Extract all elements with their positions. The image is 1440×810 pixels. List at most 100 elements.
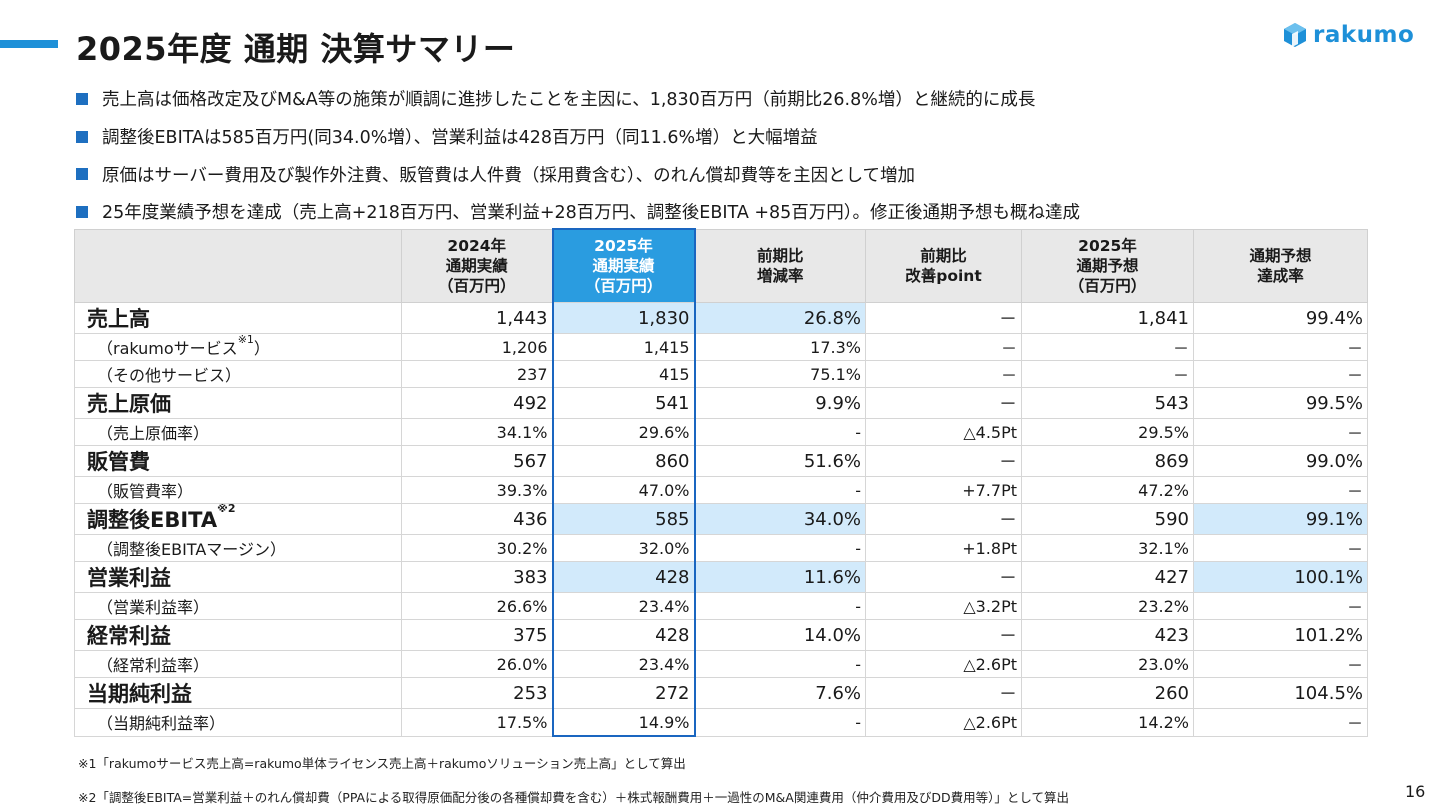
table-row: 調整後EBITA※2 436 585 34.0% － 590 99.1%: [74, 503, 1368, 535]
footnote-marker: ※2: [217, 503, 236, 516]
cell-2024-actual: 492: [401, 387, 553, 419]
cell-yoy-improvement-point: －: [865, 302, 1022, 334]
row-label-text: 当期純利益: [87, 682, 192, 706]
header-forecast-achievement: 通期予想 達成率: [1193, 228, 1368, 303]
header-yoy-improvement-point: 前期比 改善point: [865, 228, 1022, 303]
cell-yoy-change-rate: 11.6%: [694, 561, 866, 593]
footnote-marker: ※1: [237, 333, 254, 347]
cell-yoy-improvement-point: △3.2Pt: [865, 592, 1022, 620]
header-2025-actual: 2025年 通期実績 （百万円）: [551, 228, 696, 303]
table-header-row: 2024年 通期実績 （百万円） 2025年 通期実績 （百万円） 前期比 増減…: [74, 228, 1368, 303]
row-label-text: 販管費: [87, 450, 150, 474]
row-label: 販管費: [74, 445, 402, 477]
cell-forecast-achievement: －: [1193, 534, 1368, 562]
row-label-text: （営業利益率）: [97, 598, 210, 617]
cell-forecast-achievement: －: [1193, 418, 1368, 446]
header-2025-forecast: 2025年 通期予想 （百万円）: [1021, 228, 1194, 303]
bullet-square-icon: [76, 92, 88, 105]
cell-forecast-achievement: 99.5%: [1193, 387, 1368, 419]
cell-2024-actual: 30.2%: [401, 534, 553, 562]
cell-2024-actual: 34.1%: [401, 418, 553, 446]
cell-2025-actual: 1,830: [551, 302, 696, 334]
cell-yoy-change-rate: -: [694, 476, 866, 504]
table-row: （販管費率） 39.3% 47.0% - +7.7Pt 47.2% －: [74, 476, 1368, 504]
cell-2025-forecast: 32.1%: [1021, 534, 1194, 562]
cell-forecast-achievement: －: [1193, 708, 1368, 737]
cell-yoy-change-rate: 14.0%: [694, 619, 866, 651]
cell-2025-forecast: 23.0%: [1021, 650, 1194, 678]
cell-yoy-change-rate: -: [694, 534, 866, 562]
cell-yoy-improvement-point: △2.6Pt: [865, 650, 1022, 678]
cell-2025-forecast: 47.2%: [1021, 476, 1194, 504]
row-label: （調整後EBITAマージン）: [74, 534, 402, 562]
cell-2025-actual: 32.0%: [551, 534, 696, 562]
bullet-item: 原価はサーバー費用及び製作外注費、販管費は人件費（採用費含む）、のれん償却費等を…: [76, 155, 1080, 193]
rakumo-logo: rakumo: [1283, 22, 1414, 48]
cell-2025-actual: 541: [551, 387, 696, 419]
cell-yoy-change-rate: -: [694, 650, 866, 678]
cell-yoy-change-rate: -: [694, 708, 866, 737]
cell-yoy-change-rate: 7.6%: [694, 677, 866, 709]
table-row: （売上原価率） 34.1% 29.6% - △4.5Pt 29.5% －: [74, 418, 1368, 446]
cell-yoy-improvement-point: △4.5Pt: [865, 418, 1022, 446]
cell-2024-actual: 253: [401, 677, 553, 709]
cell-2025-forecast: －: [1021, 360, 1194, 388]
table-row: （調整後EBITAマージン） 30.2% 32.0% - +1.8Pt 32.1% －: [74, 534, 1368, 562]
cell-yoy-improvement-point: －: [865, 503, 1022, 535]
cell-2025-actual: 860: [551, 445, 696, 477]
bullet-text: 売上高は価格改定及びM&A等の施策が順調に進捗したことを主因に、1,830百万円…: [102, 90, 1036, 111]
table-row: 売上原価 492 541 9.9% － 543 99.5%: [74, 387, 1368, 419]
row-label: 調整後EBITA※2: [74, 503, 402, 535]
cell-forecast-achievement: 99.4%: [1193, 302, 1368, 334]
row-label-text: 経常利益: [87, 624, 171, 648]
financial-summary-table: 2024年 通期実績 （百万円） 2025年 通期実績 （百万円） 前期比 増減…: [74, 228, 1368, 737]
row-label: （その他サービス）: [74, 360, 402, 388]
row-label: （当期純利益率）: [74, 708, 402, 737]
header-2024-actual: 2024年 通期実績 （百万円）: [401, 228, 553, 303]
cell-yoy-improvement-point: －: [865, 561, 1022, 593]
bullet-item: 25年度業績予想を達成（売上高+218百万円、営業利益+28百万円、調整後EBI…: [76, 193, 1080, 231]
row-label-text: （当期純利益率）: [97, 714, 226, 734]
row-label: 経常利益: [74, 619, 402, 651]
cell-forecast-achievement: 100.1%: [1193, 561, 1368, 593]
cell-2024-actual: 375: [401, 619, 553, 651]
cell-yoy-change-rate: -: [694, 418, 866, 446]
cell-2025-actual: 428: [551, 561, 696, 593]
cell-yoy-change-rate: 75.1%: [694, 360, 866, 388]
row-label-text: （その他サービス）: [97, 366, 242, 385]
cell-2025-actual: 585: [551, 503, 696, 535]
footnote-2: ※2「調整後EBITA=営業利益＋のれん償却費（PPAによる取得原価配分後の各種…: [78, 790, 1069, 805]
bullet-item: 調整後EBITAは585百万円(同34.0%増）、営業利益は428百万円（同11…: [76, 118, 1080, 156]
cell-yoy-improvement-point: －: [865, 619, 1022, 651]
cell-forecast-achievement: －: [1193, 333, 1368, 361]
cell-forecast-achievement: －: [1193, 592, 1368, 620]
cell-2024-actual: 17.5%: [401, 708, 553, 737]
row-label-text: （調整後EBITAマージン）: [97, 540, 286, 559]
cell-yoy-change-rate: 17.3%: [694, 333, 866, 361]
bullet-square-icon: [76, 168, 88, 181]
cell-2024-actual: 26.0%: [401, 650, 553, 678]
row-label: 営業利益: [74, 561, 402, 593]
cell-2025-actual: 23.4%: [551, 650, 696, 678]
cell-yoy-improvement-point: +1.8Pt: [865, 534, 1022, 562]
cell-forecast-achievement: 99.1%: [1193, 503, 1368, 535]
row-label-text: （rakumoサービス: [97, 339, 238, 358]
table-row: （経常利益率） 26.0% 23.4% - △2.6Pt 23.0% －: [74, 650, 1368, 678]
cell-yoy-improvement-point: －: [865, 360, 1022, 388]
row-label-text: 調整後EBITA: [87, 508, 218, 532]
cell-yoy-change-rate: 51.6%: [694, 445, 866, 477]
row-label: 売上原価: [74, 387, 402, 419]
table-row: 売上高 1,443 1,830 26.8% － 1,841 99.4%: [74, 302, 1368, 334]
row-label: 売上高: [74, 302, 402, 334]
row-label: （販管費率）: [74, 476, 402, 504]
cell-yoy-improvement-point: －: [865, 333, 1022, 361]
cell-2024-actual: 39.3%: [401, 476, 553, 504]
footnote-1: ※1「rakumoサービス売上高=rakumo単体ライセンス売上高＋rakumo…: [78, 756, 686, 771]
bullet-square-icon: [76, 130, 88, 143]
header-yoy-change-rate: 前期比 増減率: [694, 228, 866, 303]
row-label-text: （経常利益率）: [97, 656, 210, 675]
row-label: 当期純利益: [74, 677, 402, 709]
cell-yoy-change-rate: 26.8%: [694, 302, 866, 334]
cell-yoy-improvement-point: －: [865, 677, 1022, 709]
cell-forecast-achievement: －: [1193, 476, 1368, 504]
